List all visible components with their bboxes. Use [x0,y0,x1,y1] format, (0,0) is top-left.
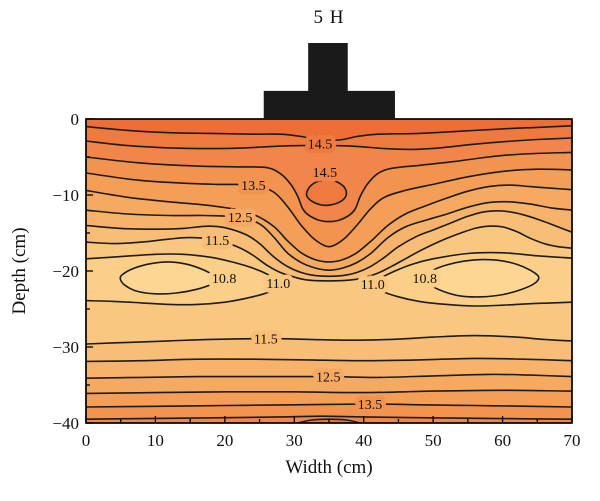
contour-lines [86,125,572,423]
contour-label: 12.5 [316,371,341,386]
contour-line [86,334,572,345]
contour-label: 11.5 [205,234,229,249]
contour-label: 12.5 [228,211,253,226]
contour-line [86,209,572,278]
x-tick-label: 50 [425,431,442,450]
contour-line [86,415,572,420]
contour-line [86,225,572,282]
y-tick-label: −30 [52,338,79,357]
footing-base [263,90,395,120]
y-tick-label: −10 [52,186,79,205]
contour-line [86,389,572,395]
contour-line [86,184,572,263]
contour-band [424,259,539,297]
y-axis-title: Depth (cm) [9,227,30,315]
contour-label: 13.5 [241,179,266,194]
x-tick-label: 40 [355,431,372,450]
tick-labels: 0 10 20 30 40 50 60 70 0 −10 −20 −30 −40 [52,110,580,450]
contour-label: 13.5 [358,398,383,413]
contour-label: 14.5 [308,137,333,152]
y-tick-label: −20 [52,262,79,281]
contour-line [86,151,572,223]
contour-line [86,253,283,306]
contour-line [424,258,540,298]
contour-label: 11.0 [361,278,385,293]
contour-line [86,200,572,271]
contour-line [86,357,572,363]
x-tick-label: 0 [82,431,91,450]
y-tick-label: −40 [52,414,79,433]
contour-label: 10.8 [212,272,237,287]
axis-ticks [85,118,573,424]
contour-line [86,403,572,408]
x-tick-label: 30 [286,431,303,450]
x-axis-title: Width (cm) [285,457,373,478]
contour-line [86,137,572,151]
contour-band [120,261,225,294]
footing-stem [308,43,348,93]
contour-label: 11.0 [266,277,290,292]
x-tick-label: 20 [216,431,233,450]
contour-band [86,119,572,141]
contour-line [119,261,225,295]
footing-shape [263,43,395,120]
contour-line [86,125,572,142]
y-tick-label: 0 [71,110,80,129]
contour-label: 14.5 [313,166,338,181]
contour-line [371,251,572,307]
contour-line [86,373,572,379]
contour-band [306,179,347,206]
contour-line [86,168,572,248]
contour-label: 10.8 [413,272,438,287]
contour-line [305,178,348,207]
x-tick-label: 70 [564,431,581,450]
x-tick-label: 10 [147,431,164,450]
footing-label: 5 H [313,7,345,28]
x-tick-label: 60 [494,431,511,450]
contour-label: 11.5 [254,333,278,348]
